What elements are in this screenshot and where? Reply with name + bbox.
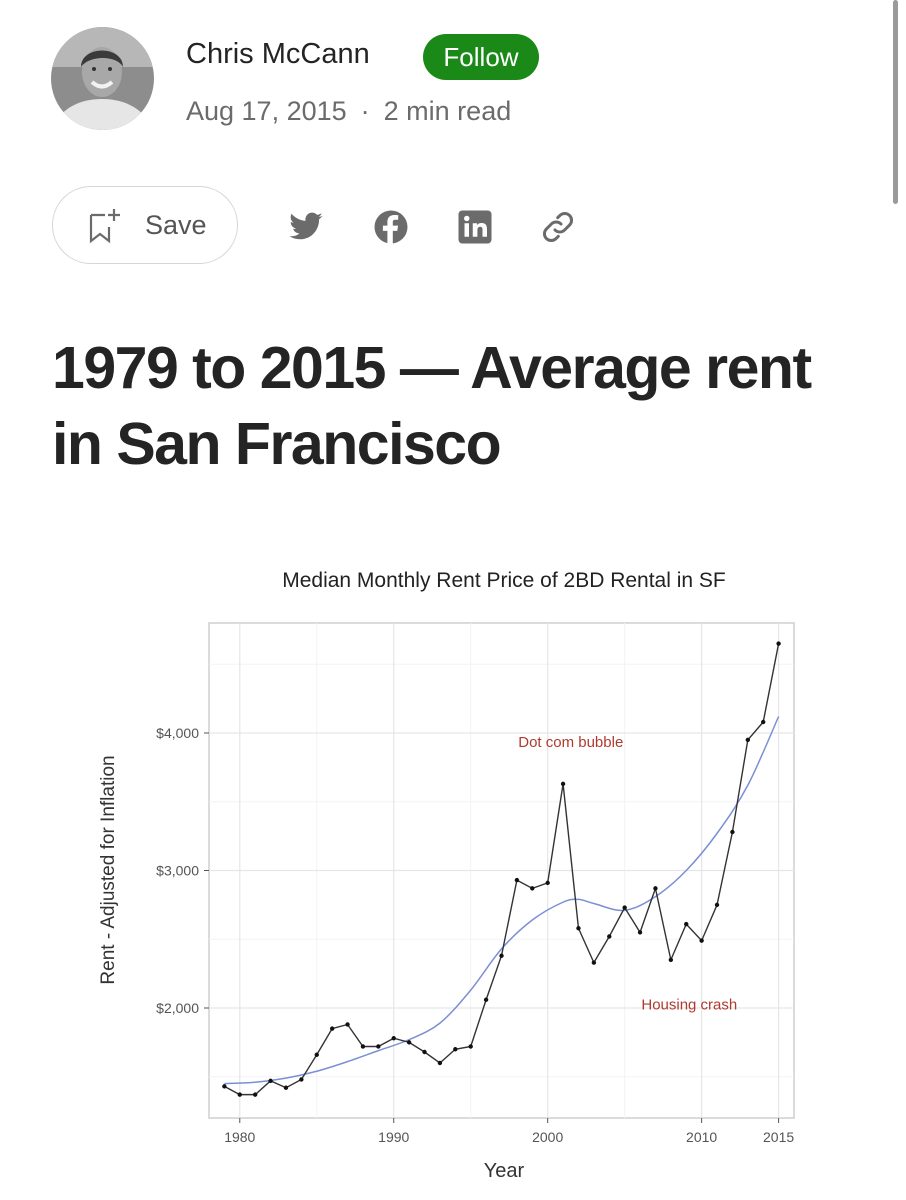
data-point [761,719,766,725]
data-point [252,1092,258,1097]
data-point [499,953,504,958]
meta-separator: · [360,96,370,126]
x-tick-label: 2015 [763,1129,794,1145]
y-tick-label: $4,000 [156,725,199,741]
data-point [268,1078,273,1084]
facebook-icon[interactable] [373,209,409,245]
avatar[interactable] [51,27,154,130]
data-points [222,641,781,1097]
read-time: 2 min read [383,96,512,126]
data-point [406,1040,412,1045]
data-point [591,960,597,965]
y-tick-label: $2,000 [156,1000,199,1016]
data-point [376,1044,381,1049]
data-point [637,930,643,935]
data-point [299,1077,304,1082]
grid [209,623,794,1118]
data-point [514,877,520,883]
data-point [576,926,581,931]
linkedin-icon[interactable] [457,209,493,245]
data-point [437,1060,443,1066]
data-point [314,1052,319,1057]
y-axis-label: Rent - Adjusted for Inflation [98,755,119,984]
x-axis-label: Year [484,1160,525,1182]
data-point [468,1044,473,1049]
data-point [530,886,535,891]
data-point [745,737,751,743]
data-point [653,886,658,891]
data-point [483,997,489,1002]
x-tick-label: 1980 [224,1129,255,1145]
data-point [329,1026,335,1031]
data-point [345,1022,350,1027]
follow-button[interactable]: Follow [423,34,539,80]
chart-title: Median Monthly Rent Price of 2BD Rental … [282,569,726,592]
bookmark-add-icon [87,207,123,250]
data-point [622,905,627,910]
y-tick-label: $3,000 [156,863,199,879]
x-tick-label: 1990 [378,1129,409,1145]
y-axis-ticks: $2,000 $3,000 $4,000 [156,725,209,1016]
save-label: Save [145,210,207,240]
data-point [684,921,689,927]
data-point [360,1044,366,1049]
data-point [453,1047,458,1052]
save-button[interactable]: Save [52,186,238,264]
trend-line [224,716,780,1085]
article-title: 1979 to 2015 — Average rent in San Franc… [52,335,812,477]
post-meta: Aug 17, 2015 · 2 min read [186,96,511,127]
x-tick-label: 2010 [686,1129,717,1145]
annotations: Dot com bubble Housing crash [518,734,737,1014]
data-point [699,938,704,943]
annotation-label: Housing crash [641,996,737,1013]
x-tick-label: 2000 [532,1129,563,1145]
link-icon[interactable] [540,209,576,245]
author-name[interactable]: Chris McCann [186,38,370,70]
data-point [560,781,566,787]
data-point [222,1084,227,1089]
rent-chart: Median Monthly Rent Price of 2BD Rental … [98,569,795,1182]
scrollbar[interactable] [893,0,898,204]
data-point [668,957,674,963]
data-point [776,641,781,646]
data-point [545,880,550,886]
annotation-label: Dot com bubble [518,734,623,751]
publish-date: Aug 17, 2015 [186,96,347,126]
data-point [730,829,735,835]
x-axis-ticks: 1980 1990 2000 2010 2015 [224,1118,794,1145]
twitter-icon[interactable] [288,209,324,245]
data-point [283,1085,289,1090]
data-point [391,1036,396,1041]
data-point [714,902,720,908]
data-point [237,1092,242,1097]
data-point [607,934,612,939]
data-point [422,1049,427,1055]
